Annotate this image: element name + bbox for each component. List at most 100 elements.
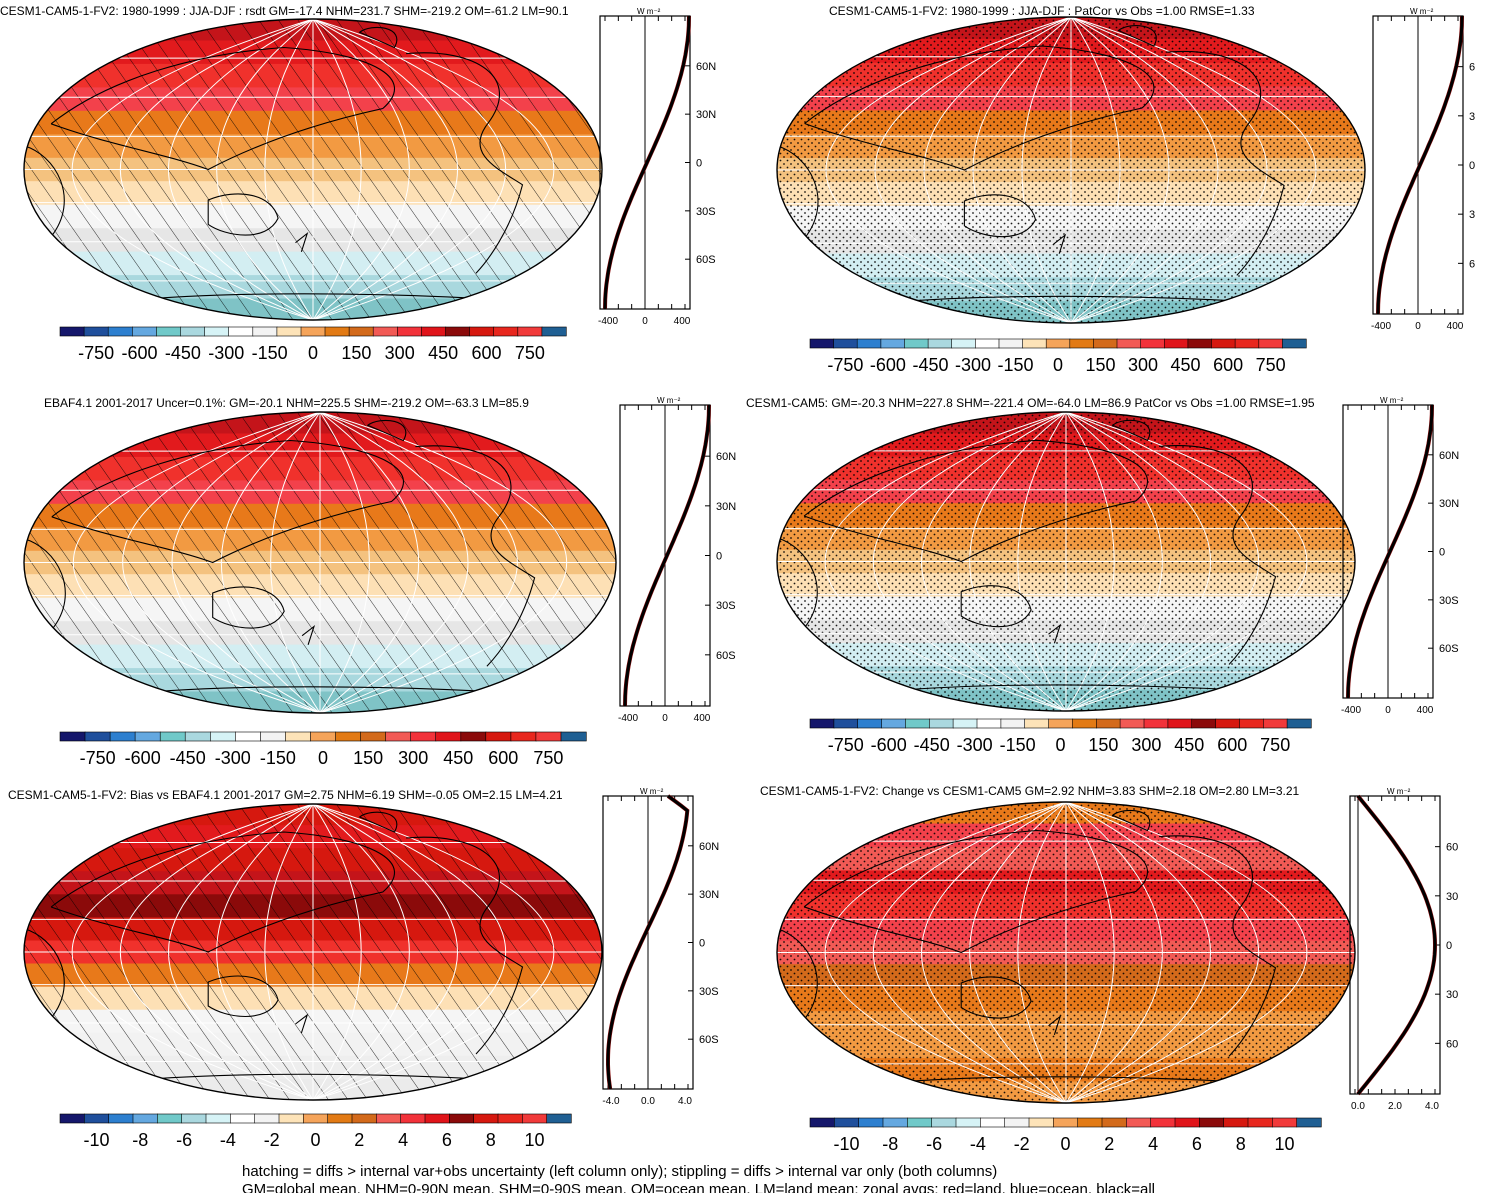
colorbar-swatch [372, 326, 398, 337]
colorbar-swatch [473, 1113, 499, 1124]
colorbar-label: -750 [828, 735, 864, 755]
colorbar-swatch [205, 1113, 231, 1124]
profile-land-curve [1356, 794, 1438, 1096]
colorbar-swatch [858, 1117, 884, 1128]
lat-label: 60S [716, 650, 736, 662]
colorbar-swatch [541, 326, 567, 337]
lat-label: 30N [1439, 498, 1459, 510]
colorbar-swatch [210, 731, 236, 742]
colorbar-swatch [59, 1113, 85, 1124]
panel-4-colorbar: -750 -600 -450 -300 -150 0 150 300 450 600 750 [809, 718, 1312, 755]
colorbar-swatch [235, 731, 261, 742]
colorbar-swatch [1191, 718, 1217, 729]
colorbar-swatch [108, 1113, 134, 1124]
lat-label: 30S [1439, 595, 1459, 607]
colorbar-swatch [907, 1117, 933, 1128]
x-tick-label: -400 [598, 316, 618, 327]
colorbar-swatch [517, 326, 543, 337]
panel-2-zonal-profile: W m⁻² 6 3 0 3 6 -400 0 400 [1371, 7, 1475, 332]
colorbar-swatch [180, 326, 206, 337]
panel-1-title: CESM1-CAM5-1-FV2: 1980-1999 : JJA-DJF : … [0, 4, 569, 18]
colorbar-label: 750 [1256, 355, 1286, 375]
profile-unit-label: W m⁻² [640, 787, 664, 796]
colorbar-label: 750 [515, 343, 545, 363]
colorbar-label: 750 [533, 748, 563, 768]
profile-unit-label: W m⁻² [1387, 787, 1411, 796]
lat-label: 3 [1469, 111, 1475, 123]
colorbar-swatch [348, 326, 374, 337]
colorbar-label: 4 [1148, 1134, 1158, 1154]
colorbar-label: -450 [165, 343, 201, 363]
colorbar-swatch [1048, 718, 1074, 729]
colorbar-swatch [157, 1113, 183, 1124]
colorbar-swatch [1053, 1117, 1079, 1128]
x-tick-label: -400 [1341, 705, 1361, 716]
profile-all-curve [1376, 15, 1464, 315]
colorbar-label: -8 [132, 1130, 148, 1150]
colorbar-swatch [448, 1113, 475, 1124]
colorbar-swatch [107, 326, 133, 337]
colorbar-swatch [1296, 1117, 1322, 1128]
colorbar-swatch [400, 1113, 426, 1124]
colorbar-swatch [184, 731, 211, 742]
lat-label: 6 [1469, 62, 1475, 74]
colorbar-swatch [1163, 338, 1189, 349]
profile-unit-label: W m⁻² [637, 7, 661, 16]
colorbar-label: 600 [471, 343, 501, 363]
colorbar-swatch [535, 731, 562, 742]
colorbar-label: 450 [443, 748, 473, 768]
colorbar-label: 600 [1213, 355, 1243, 375]
colorbar-label: -4 [220, 1130, 236, 1150]
lat-label: 30S [699, 986, 719, 998]
colorbar-swatch [1024, 718, 1050, 729]
colorbar-label: -6 [926, 1134, 942, 1154]
lat-label: 30N [716, 501, 736, 513]
colorbar-swatch [1282, 338, 1307, 349]
colorbar-swatch [1140, 338, 1165, 349]
colorbar-label: -750 [78, 343, 114, 363]
profile-all-curve [606, 794, 689, 1090]
panel-2-map [776, 16, 1366, 324]
colorbar-label: -300 [955, 355, 991, 375]
colorbar-label: -750 [827, 355, 863, 375]
colorbar-swatch [929, 718, 954, 729]
lat-label: 30S [696, 206, 716, 218]
colorbar-swatch [833, 338, 858, 349]
colorbar-swatch [1028, 1117, 1054, 1128]
colorbar-label: -150 [260, 748, 296, 768]
profile-all-curve [1346, 404, 1434, 699]
colorbar-swatch [228, 326, 254, 337]
colorbar-swatch [1211, 338, 1236, 349]
lat-label: 60N [716, 451, 736, 463]
panel-5-zonal-profile: W m⁻² 60N 30N 0 30S 60S -4.0 0.0 4.0 [602, 787, 719, 1107]
colorbar-swatch [84, 731, 111, 742]
profile-unit-label: W m⁻² [1410, 7, 1434, 16]
lat-label: 60S [699, 1034, 719, 1046]
colorbar-swatch [975, 338, 1000, 349]
lat-label: 60S [696, 254, 716, 266]
x-tick-label: 0 [662, 713, 668, 724]
colorbar-swatch [493, 326, 519, 337]
lat-label: 60 [1446, 1038, 1458, 1050]
colorbar-label: 8 [486, 1130, 496, 1150]
colorbar-label: 6 [1192, 1134, 1202, 1154]
x-tick-label: 0 [642, 316, 648, 327]
colorbar-label: 0 [1060, 1134, 1070, 1154]
colorbar-swatch [1239, 718, 1264, 729]
colorbar-label: -150 [997, 355, 1033, 375]
colorbar-label: 450 [1170, 355, 1200, 375]
x-tick-label: -400 [1371, 321, 1391, 332]
colorbar-label: 150 [353, 748, 383, 768]
lat-label: 60N [699, 841, 719, 853]
colorbar-swatch [469, 326, 495, 337]
colorbar-swatch [1045, 338, 1071, 349]
x-tick-label: 400 [1417, 705, 1434, 716]
colorbar-swatch [424, 1113, 450, 1124]
colorbar-label: 300 [1128, 355, 1158, 375]
panel-1-map [23, 18, 603, 321]
colorbar-swatch [980, 1117, 1006, 1128]
colorbar-swatch [510, 731, 537, 742]
panel-6-title: CESM1-CAM5-1-FV2: Change vs CESM1-CAM5 G… [760, 784, 1300, 798]
colorbar-swatch [1150, 1117, 1176, 1128]
colorbar-label: 600 [488, 748, 518, 768]
